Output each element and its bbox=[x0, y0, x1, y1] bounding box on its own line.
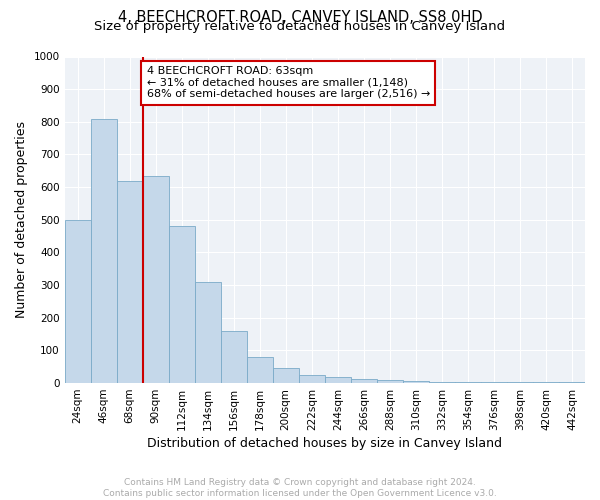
Bar bbox=[377, 380, 403, 383]
Bar bbox=[221, 331, 247, 383]
Bar bbox=[194, 282, 221, 383]
Bar bbox=[91, 118, 116, 383]
Text: 4, BEECHCROFT ROAD, CANVEY ISLAND, SS8 0HD: 4, BEECHCROFT ROAD, CANVEY ISLAND, SS8 0… bbox=[118, 10, 482, 25]
Text: 4 BEECHCROFT ROAD: 63sqm
← 31% of detached houses are smaller (1,148)
68% of sem: 4 BEECHCROFT ROAD: 63sqm ← 31% of detach… bbox=[146, 66, 430, 100]
Bar bbox=[247, 357, 273, 383]
Bar bbox=[455, 382, 481, 383]
Y-axis label: Number of detached properties: Number of detached properties bbox=[15, 122, 28, 318]
Bar bbox=[325, 376, 351, 383]
Bar bbox=[429, 382, 455, 383]
Bar bbox=[507, 382, 533, 383]
Bar bbox=[273, 368, 299, 383]
Bar bbox=[351, 379, 377, 383]
Bar bbox=[481, 382, 507, 383]
Text: Contains HM Land Registry data © Crown copyright and database right 2024.
Contai: Contains HM Land Registry data © Crown c… bbox=[103, 478, 497, 498]
Bar bbox=[559, 382, 585, 383]
Bar bbox=[299, 375, 325, 383]
Bar bbox=[116, 180, 143, 383]
Bar bbox=[169, 226, 194, 383]
Bar bbox=[143, 176, 169, 383]
Bar bbox=[403, 382, 429, 383]
X-axis label: Distribution of detached houses by size in Canvey Island: Distribution of detached houses by size … bbox=[147, 437, 502, 450]
Text: Size of property relative to detached houses in Canvey Island: Size of property relative to detached ho… bbox=[94, 20, 506, 33]
Bar bbox=[65, 220, 91, 383]
Bar bbox=[533, 382, 559, 383]
